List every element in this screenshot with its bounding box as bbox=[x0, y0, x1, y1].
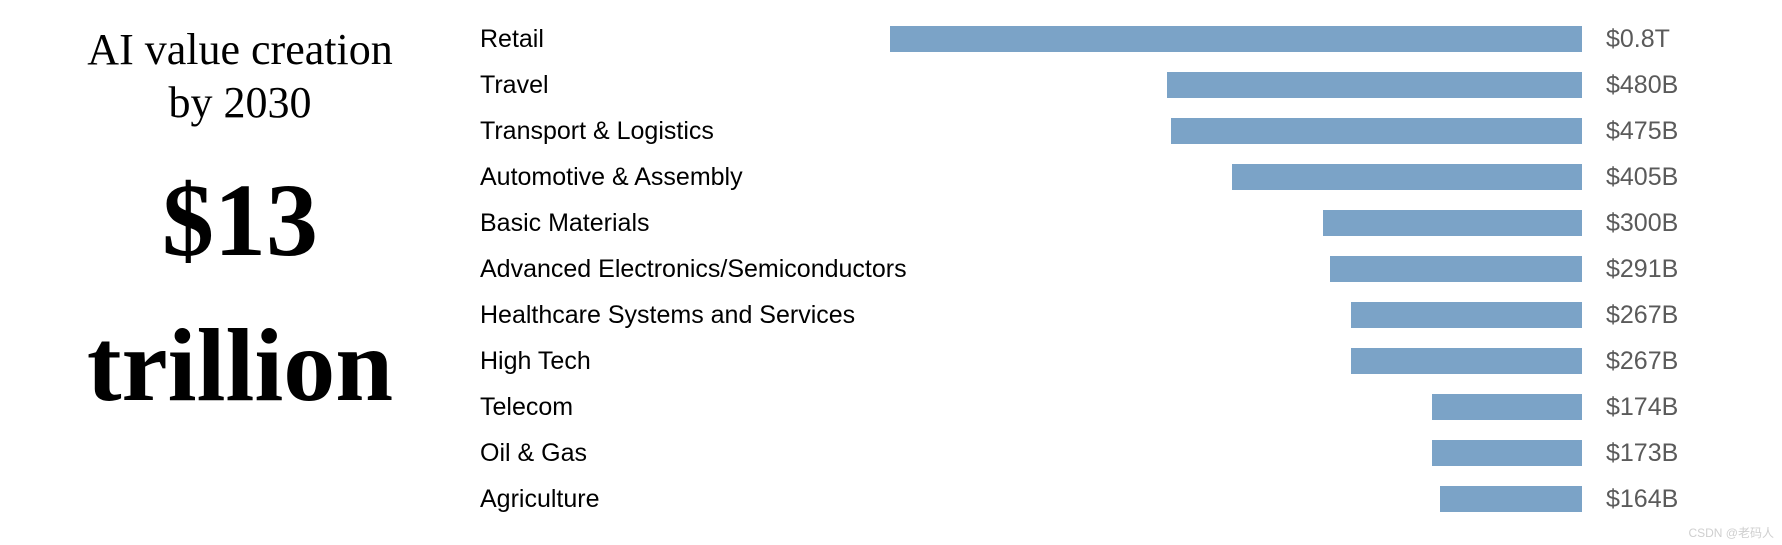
value-label: $480B bbox=[1582, 71, 1672, 100]
category-label: Advanced Electronics/Semiconductors bbox=[480, 255, 890, 284]
bar-chart: Retail $0.8T Travel $480B Transport & Logist… bbox=[480, 0, 1782, 545]
value-label: $475B bbox=[1582, 117, 1672, 146]
bar bbox=[1232, 164, 1582, 190]
bar bbox=[1432, 394, 1583, 420]
bar bbox=[1330, 256, 1582, 282]
bar bbox=[1351, 302, 1582, 328]
watermark: CSDN @老码人 bbox=[1688, 524, 1774, 541]
bar-track bbox=[890, 16, 1582, 62]
title-panel: AI value creation by 2030 $13 trillion bbox=[0, 0, 480, 545]
value-label: $164B bbox=[1582, 485, 1672, 514]
bar-track bbox=[890, 108, 1582, 154]
title-line-2: by 2030 bbox=[0, 77, 480, 130]
bar-track bbox=[890, 384, 1582, 430]
bar-track bbox=[890, 292, 1582, 338]
category-label: Retail bbox=[480, 25, 890, 54]
value-label: $267B bbox=[1582, 301, 1672, 330]
value-label: $174B bbox=[1582, 393, 1672, 422]
bar-track bbox=[890, 430, 1582, 476]
category-label: Healthcare Systems and Services bbox=[480, 301, 890, 330]
bar bbox=[1323, 210, 1583, 236]
bar bbox=[890, 26, 1582, 52]
bar bbox=[1432, 440, 1582, 466]
bar-track bbox=[890, 476, 1582, 522]
bar bbox=[1171, 118, 1582, 144]
bar-track bbox=[890, 62, 1582, 108]
title-line-1: AI value creation bbox=[0, 24, 480, 77]
bar-track bbox=[890, 154, 1582, 200]
value-label: $173B bbox=[1582, 439, 1672, 468]
headline-value-2: trillion bbox=[0, 311, 480, 420]
value-label: $405B bbox=[1582, 163, 1672, 192]
chart-row: Advanced Electronics/Semiconductors $291B bbox=[480, 246, 1672, 292]
category-label: High Tech bbox=[480, 347, 890, 376]
bar bbox=[1440, 486, 1582, 512]
value-label: $0.8T bbox=[1582, 25, 1672, 54]
value-label: $267B bbox=[1582, 347, 1672, 376]
chart-row: High Tech $267B bbox=[480, 338, 1672, 384]
category-label: Transport & Logistics bbox=[480, 117, 890, 146]
headline-value-1: $13 bbox=[0, 166, 480, 275]
chart-row: Telecom $174B bbox=[480, 384, 1672, 430]
bar-track bbox=[890, 200, 1582, 246]
category-label: Oil & Gas bbox=[480, 439, 890, 468]
chart-row: Healthcare Systems and Services $267B bbox=[480, 292, 1672, 338]
bar bbox=[1351, 348, 1582, 374]
value-label: $300B bbox=[1582, 209, 1672, 238]
chart-row: Oil & Gas $173B bbox=[480, 430, 1672, 476]
chart-row: Automotive & Assembly $405B bbox=[480, 154, 1672, 200]
chart-container: AI value creation by 2030 $13 trillion R… bbox=[0, 0, 1782, 545]
category-label: Telecom bbox=[480, 393, 890, 422]
chart-row: Transport & Logistics $475B bbox=[480, 108, 1672, 154]
category-label: Agriculture bbox=[480, 485, 890, 514]
chart-row: Agriculture $164B bbox=[480, 476, 1672, 522]
chart-row: Travel $480B bbox=[480, 62, 1672, 108]
bar-track bbox=[890, 246, 1582, 292]
chart-row: Retail $0.8T bbox=[480, 16, 1672, 62]
bar-track bbox=[890, 338, 1582, 384]
chart-row: Basic Materials $300B bbox=[480, 200, 1672, 246]
category-label: Travel bbox=[480, 71, 890, 100]
category-label: Automotive & Assembly bbox=[480, 163, 890, 192]
bar bbox=[1167, 72, 1582, 98]
category-label: Basic Materials bbox=[480, 209, 890, 238]
value-label: $291B bbox=[1582, 255, 1672, 284]
